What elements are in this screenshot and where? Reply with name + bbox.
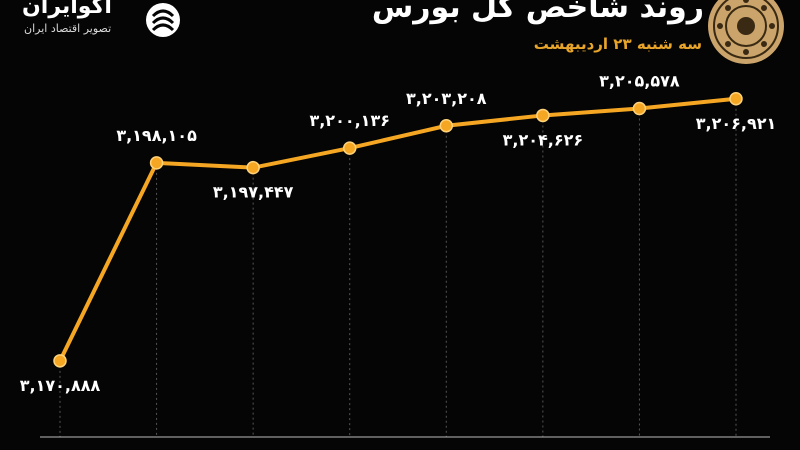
data-label: ۳,۱۹۷,۴۴۷	[213, 183, 294, 202]
brand-tagline: تصویر اقتصاد ایران	[24, 22, 112, 35]
series-line	[58, 96, 738, 363]
value-labels: ۳,۱۷۰,۸۸۸ ۳,۱۹۸,۱۰۵ ۳,۱۹۷,۴۴۷ ۳,۲۰۰,۱۳۶ ۳,۲۰…	[20, 72, 777, 395]
data-point	[149, 156, 164, 170]
markers	[53, 92, 743, 368]
data-point	[729, 92, 743, 106]
drop-lines	[59, 98, 737, 437]
brand-name: اکوایران	[22, 0, 112, 19]
data-point	[53, 354, 67, 368]
data-label: ۳,۲۰۰,۱۳۶	[309, 111, 390, 130]
data-point	[342, 141, 357, 155]
data-label: ۳,۲۰۵,۵۷۸	[599, 72, 680, 91]
data-label: ۳,۱۹۸,۱۰۵	[116, 126, 197, 145]
data-point	[536, 108, 550, 123]
data-point	[632, 101, 647, 116]
data-point	[439, 119, 454, 133]
data-label: ۳,۲۰۶,۹۲۱	[696, 114, 777, 133]
chart-title: روند شاخص کل بورس	[371, 0, 704, 25]
tehran-stock-exchange-seal-icon	[708, 0, 784, 64]
chart-subtitle: سه شنبه ۲۳ اردیبهشت	[533, 35, 702, 53]
data-label: ۳,۲۰۳,۲۰۸	[406, 89, 487, 108]
data-label: ۳,۱۷۰,۸۸۸	[20, 376, 101, 395]
ekoiran-logo-icon	[146, 3, 180, 37]
data-label: ۳,۲۰۴,۶۲۶	[503, 130, 584, 149]
data-point	[246, 160, 260, 175]
